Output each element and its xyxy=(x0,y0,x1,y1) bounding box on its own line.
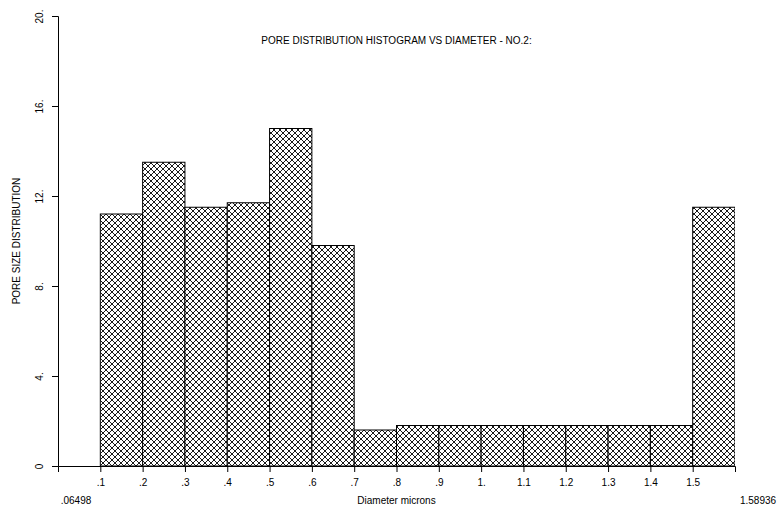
x-tick-mark xyxy=(650,466,651,472)
x-tick: .4 xyxy=(224,466,233,488)
x-tick-label: .2 xyxy=(139,477,148,488)
y-tick: 8. xyxy=(34,282,58,290)
x-tick-mark xyxy=(100,466,101,472)
y-tick-label: 16. xyxy=(34,100,45,114)
range-annotation: .06498 xyxy=(61,495,92,506)
x-tick-label: .1 xyxy=(97,477,106,488)
x-tick-label: .7 xyxy=(351,477,360,488)
bar xyxy=(354,430,396,466)
y-axis-line xyxy=(52,17,59,467)
bar xyxy=(143,162,185,466)
x-tick-label: 1.5 xyxy=(686,477,700,488)
y-tick-mark xyxy=(52,286,58,287)
x-tick: 1.1 xyxy=(517,466,531,488)
x-tick: 1.3 xyxy=(602,466,616,488)
y-tick: 16. xyxy=(34,100,58,114)
x-tick-mark xyxy=(608,466,609,472)
x-tick: .8 xyxy=(393,466,402,488)
chart: .1 .2 .3 .4 .5 .6 .7 .8 .9 1. 1.1 1.2 1.3 1.4 1.5 0 4. 8.… xyxy=(0,0,782,516)
y-tick-mark xyxy=(52,106,58,107)
x-axis-line xyxy=(59,467,736,473)
x-tick-label: 1. xyxy=(477,477,485,488)
bar xyxy=(185,207,227,466)
bar xyxy=(693,207,735,466)
y-axis-title: PORE SIZE DISTRIBUTION xyxy=(11,178,22,305)
y-tick-mark xyxy=(52,196,58,197)
x-tick: 1. xyxy=(477,466,485,488)
x-tick-label: .6 xyxy=(308,477,317,488)
x-tick-label: .3 xyxy=(181,477,190,488)
x-axis-title: Diameter microns xyxy=(357,495,435,506)
bar xyxy=(566,426,608,467)
x-tick-mark xyxy=(143,466,144,472)
x-tick: 1.5 xyxy=(686,466,700,488)
x-tick-label: 1.4 xyxy=(644,477,658,488)
bar xyxy=(312,246,354,467)
x-tick-mark xyxy=(523,466,524,472)
x-tick: .6 xyxy=(308,466,317,488)
x-tick: 1.4 xyxy=(644,466,658,488)
x-tick-mark xyxy=(354,466,355,472)
y-tick: 4. xyxy=(34,372,58,380)
x-tick-label: .9 xyxy=(435,477,444,488)
x-tick-mark xyxy=(270,466,271,472)
y-tick-label: 4. xyxy=(34,372,45,380)
x-tick-label: 1.3 xyxy=(602,477,616,488)
x-tick: .1 xyxy=(97,466,106,488)
y-tick-label: 0 xyxy=(34,463,45,469)
bars xyxy=(100,129,735,467)
y-tick-label: 8. xyxy=(34,282,45,290)
bar xyxy=(523,426,565,467)
bar xyxy=(481,426,523,467)
x-tick-mark xyxy=(227,466,228,472)
title: PORE DISTRIBUTION HISTOGRAM VS DIAMETER … xyxy=(261,35,531,46)
y-tick: 12. xyxy=(34,190,58,204)
x-tick-label: 1.1 xyxy=(517,477,531,488)
bar xyxy=(227,203,269,466)
x-tick-mark xyxy=(439,466,440,472)
bar xyxy=(270,129,312,467)
x-tick: .5 xyxy=(266,466,275,488)
y-tick-mark xyxy=(52,376,58,377)
x-tick: .9 xyxy=(435,466,444,488)
bar xyxy=(397,426,439,467)
range-annotation: 1.58936 xyxy=(740,495,777,506)
x-tick: .2 xyxy=(139,466,148,488)
x-tick: .7 xyxy=(351,466,360,488)
y-tick-mark xyxy=(52,466,58,467)
bar xyxy=(100,214,142,466)
x-tick-mark xyxy=(481,466,482,472)
y-tick: 20. xyxy=(34,10,58,24)
x-tick-mark xyxy=(185,466,186,472)
x-tick-label: .8 xyxy=(393,477,402,488)
x-tick: 1.2 xyxy=(559,466,573,488)
x-tick-mark xyxy=(693,466,694,472)
y-tick-label: 12. xyxy=(34,190,45,204)
x-tick-label: .4 xyxy=(224,477,233,488)
bar xyxy=(650,426,692,467)
x-axis: .1 .2 .3 .4 .5 .6 .7 .8 .9 1. 1.1 1.2 1.3 1.4 1.5 xyxy=(59,466,736,488)
bar xyxy=(608,426,650,467)
x-tick-label: 1.2 xyxy=(559,477,573,488)
x-tick-mark xyxy=(566,466,567,472)
x-tick-mark xyxy=(397,466,398,472)
y-tick: 0 xyxy=(34,463,58,469)
x-tick-mark xyxy=(312,466,313,472)
y-axis: 0 4. 8. 12. 16. 20. xyxy=(34,10,59,470)
y-tick-label: 20. xyxy=(34,10,45,24)
x-tick-label: .5 xyxy=(266,477,275,488)
plot: .1 .2 .3 .4 .5 .6 .7 .8 .9 1. 1.1 1.2 1.3 1.4 1.5 0 4. 8.… xyxy=(34,10,736,489)
x-tick: .3 xyxy=(181,466,190,488)
bar xyxy=(439,426,481,467)
y-tick-mark xyxy=(52,16,58,17)
